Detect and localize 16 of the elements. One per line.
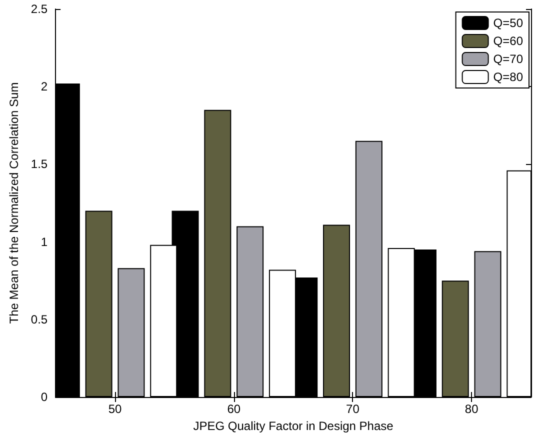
x-tick-label: 50 [108, 402, 122, 416]
legend-label: Q=60 [493, 34, 524, 48]
y-tick-label: 0 [40, 390, 48, 404]
y-axis-title: The Mean of the Normalized Correlation Sum [7, 82, 21, 324]
y-tick-label: 1 [40, 234, 48, 249]
x-tick-label: 60 [227, 402, 241, 416]
x-tick-label: 80 [464, 402, 479, 416]
x-tick-label: 70 [346, 402, 360, 416]
legend-label: Q=70 [493, 52, 524, 66]
legend-label: Q=50 [493, 16, 524, 30]
y-tick-label: 0.5 [30, 312, 48, 326]
legend-label: Q=80 [493, 70, 524, 84]
x-axis-title: JPEG Quality Factor in Design Phase [193, 418, 394, 433]
y-tick-label: 1.5 [30, 157, 48, 172]
y-tick-label: 2.5 [30, 2, 48, 16]
y-tick-label: 2 [40, 80, 48, 94]
